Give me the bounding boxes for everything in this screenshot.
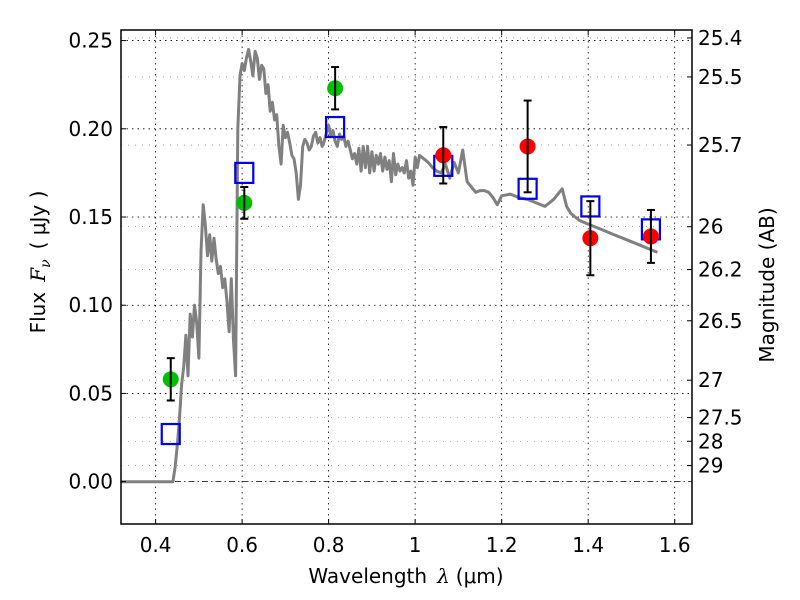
y-axis-label: Flux Fν ( μJy ) [26,191,54,334]
y2-tick-label: 26.5 [698,309,743,333]
y2-tick-label: 27.5 [698,406,743,430]
y-axis-label-unit: ( μJy ) [26,191,50,250]
series-group [121,47,662,484]
model-photometry-point [160,422,181,446]
model-photometry-point [234,161,255,185]
plot-frame [120,29,693,525]
y2-tick-label: 27 [698,368,723,392]
y-tick-label: 0.10 [68,293,113,317]
x-axis-label: Wavelength λ (μm) [308,564,503,588]
y2-tick-label: 26 [698,215,723,239]
y2-axis-label: Magnitude (AB) [755,207,779,362]
axis-ticks: 0.4 0.6 0.8 1 1.2 1.4 1.6 0.00 0.05 0.10 0.15 0.20 0… [68,26,742,557]
x-tick-label: 1 [409,533,422,557]
x-tick-label: 0.4 [140,533,172,557]
y2-tick-label: 25.7 [698,133,743,157]
y2-tick-label: 26.2 [698,258,743,282]
x-axis-label-symbol: λ [436,564,450,588]
x-tick-label: 1.6 [659,533,691,557]
model-spectrum-line [121,47,658,484]
x-tick-label: 0.8 [313,533,345,557]
y-tick-label: 0.15 [68,205,113,229]
x-axis-label-text: Wavelength [308,564,427,588]
y-tick-label: 0.05 [68,381,113,405]
y2-tick-label: 25.4 [698,26,743,50]
y2-tick-label: 29 [698,454,723,478]
x-axis-label-unit: (μm) [456,564,504,588]
y2-tick-label: 25.5 [698,65,743,89]
plot-area [121,47,662,484]
x-tick-label: 1.2 [486,533,518,557]
y-tick-label: 0.25 [68,29,113,53]
model-photometry-point [325,115,346,139]
x-tick-label: 1.4 [572,533,604,557]
y2-tick-label: 28 [698,429,723,453]
y-axis-label-subscript: ν [38,259,54,268]
y-axis-label-symbol: F [26,267,50,283]
y-axis-label-text: Flux [26,292,50,334]
grid-lines [121,30,692,524]
x-tick-label: 0.6 [226,533,258,557]
y-tick-label: 0.00 [68,470,113,494]
y-tick-label: 0.20 [68,117,113,141]
